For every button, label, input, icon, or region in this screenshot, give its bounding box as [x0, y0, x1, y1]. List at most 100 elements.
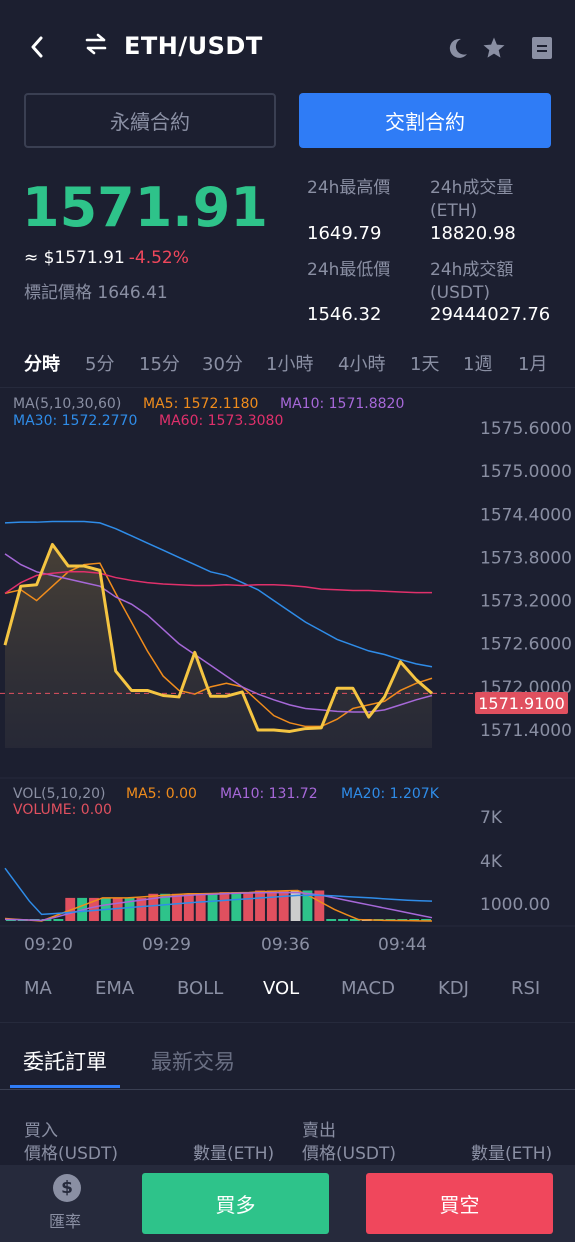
- tab-latest-trades[interactable]: 最新交易: [151, 1050, 235, 1074]
- volume-bar: [421, 919, 431, 921]
- price-area: [5, 544, 432, 748]
- active-tab-indicator: [10, 1085, 120, 1088]
- star-icon[interactable]: [480, 35, 508, 61]
- divider: [0, 1089, 575, 1090]
- vol-ma20-legend: MA20: 1.207K: [341, 786, 439, 802]
- low-label: 24h最低價: [307, 260, 391, 280]
- volume-bar: [136, 897, 147, 921]
- tab-15min[interactable]: 15分: [139, 354, 180, 375]
- exchange-rate-button[interactable]: $ 匯率: [44, 1173, 90, 1233]
- back-icon[interactable]: [24, 32, 50, 62]
- tab-1hour[interactable]: 1小時: [266, 354, 314, 375]
- volume-bar: [255, 890, 265, 921]
- volume-label-line2: (ETH): [430, 201, 478, 221]
- indicator-tab-vol[interactable]: VOL: [263, 978, 300, 999]
- indicator-tab-kdj[interactable]: KDJ: [438, 978, 469, 999]
- sell-label: 賣出: [302, 1121, 336, 1141]
- tab-time-line[interactable]: 分時: [24, 354, 60, 375]
- buy-short-button[interactable]: 買空: [366, 1173, 553, 1234]
- volume-bar: [326, 919, 337, 921]
- page-title: ETH/USDT: [124, 32, 263, 60]
- volume-legend: VOLUME: 0.00: [13, 802, 112, 818]
- volume-tick-label: 4K: [480, 852, 503, 872]
- tab-4hour[interactable]: 4小時: [338, 354, 386, 375]
- amount-value: 29444027.76: [430, 304, 551, 325]
- perpetual-contract-tab[interactable]: 永續合約: [24, 93, 276, 148]
- ma60-legend: MA60: 1573.3080: [159, 413, 284, 429]
- last-price: 1571.91: [22, 176, 268, 239]
- indicator-tab-rsi[interactable]: RSI: [511, 978, 541, 999]
- volume-bar: [278, 890, 289, 921]
- volume-bar: [409, 919, 420, 921]
- price-line: [3, 542, 433, 733]
- volume-bar: [302, 890, 313, 921]
- indicator-tab-ema[interactable]: EMA: [95, 978, 135, 999]
- divider: [0, 1022, 575, 1023]
- tab-1week[interactable]: 1週: [463, 354, 493, 375]
- volume-bar: [207, 893, 218, 921]
- buy-label: 買入: [24, 1121, 58, 1141]
- buy-long-button[interactable]: 買多: [142, 1173, 329, 1234]
- current-price-tag: 1571.9100: [475, 692, 568, 714]
- volume-label: 24h成交量 (ETH): [430, 177, 513, 223]
- exchange-rate-label: 匯率: [49, 1212, 82, 1231]
- usd-price: ≈ $1571.91: [24, 248, 125, 268]
- amount-label-line2: (USDT): [430, 283, 490, 303]
- menu-icon[interactable]: [530, 36, 554, 60]
- time-tick-label: 09:36: [261, 935, 310, 955]
- volume-bar: [183, 893, 194, 921]
- ma-line-ma30: [4, 520, 433, 668]
- volume-tick-label: 1000.00: [480, 895, 550, 915]
- indicator-tab-boll[interactable]: BOLL: [177, 978, 224, 999]
- volume-bar: [290, 890, 301, 921]
- volume-tick-label: 7K: [480, 808, 503, 828]
- dollar-icon: $: [53, 1174, 81, 1202]
- tab-5min[interactable]: 5分: [85, 354, 115, 375]
- amount-label-line1: 24h成交額: [430, 260, 514, 280]
- high-value: 1649.79: [307, 223, 382, 244]
- ma30-legend: MA30: 1572.2770: [13, 413, 138, 429]
- delivery-contract-tab[interactable]: 交割合約: [299, 93, 551, 148]
- volume-bar: [266, 890, 277, 921]
- volume-bar: [195, 893, 206, 921]
- tab-open-orders[interactable]: 委託訂單: [23, 1050, 107, 1074]
- time-tick-label: 09:44: [378, 935, 427, 955]
- sell-price-col: 價格(USDT): [302, 1144, 396, 1164]
- volume-bar: [89, 897, 99, 921]
- tab-30min[interactable]: 30分: [202, 354, 243, 375]
- chart-canvas: 1575.6000 1575.0000 1574.4000 1573.8000 1573…: [0, 419, 575, 955]
- sell-qty-col: 數量(ETH): [471, 1144, 553, 1164]
- vol-params-legend: VOL(5,10,20): [13, 786, 106, 802]
- price-tick-label: 1571.4000: [480, 721, 572, 741]
- ma-line-ma60: [4, 571, 432, 595]
- volume-bar: [160, 893, 171, 921]
- buy-price-col: 價格(USDT): [24, 1144, 118, 1164]
- ma-line-ma10: [4, 553, 433, 713]
- indicator-tab-macd[interactable]: MACD: [341, 978, 395, 999]
- volume-ma-line-ma20: [4, 867, 433, 916]
- moon-icon[interactable]: [446, 36, 470, 60]
- ma-line-ma5: [4, 562, 433, 728]
- usd-price-line: ≈ $1571.91 -4.52%: [24, 248, 189, 268]
- volume-bar: [124, 897, 135, 921]
- volume-value: 18820.98: [430, 223, 516, 244]
- indicator-tab-ma[interactable]: MA: [24, 978, 52, 999]
- amount-label: 24h成交額 (USDT): [430, 259, 513, 305]
- ma10-legend: MA10: 1571.8820: [280, 396, 405, 412]
- volume-bar: [349, 919, 360, 921]
- swap-icon[interactable]: [82, 32, 110, 56]
- high-label: 24h最高價: [307, 178, 391, 198]
- tab-1month[interactable]: 1月: [518, 354, 548, 375]
- time-tick-label: 09:29: [142, 935, 191, 955]
- volume-bar: [148, 893, 159, 921]
- header: ETH/USDT: [0, 0, 575, 90]
- buy-qty-col: 數量(ETH): [193, 1144, 275, 1164]
- volume-bar: [112, 897, 123, 921]
- kline-chart[interactable]: 1575.6000 1575.0000 1574.4000 1573.8000 1573…: [0, 387, 575, 962]
- volume-bar: [53, 919, 64, 921]
- bottom-bar: $ 匯率 買多 買空: [0, 1165, 575, 1242]
- mark-price: 標記價格 1646.41: [24, 283, 168, 303]
- tab-1day[interactable]: 1天: [410, 354, 440, 375]
- vol-ma10-legend: MA10: 131.72: [220, 786, 318, 802]
- volume-label-line1: 24h成交量: [430, 178, 514, 198]
